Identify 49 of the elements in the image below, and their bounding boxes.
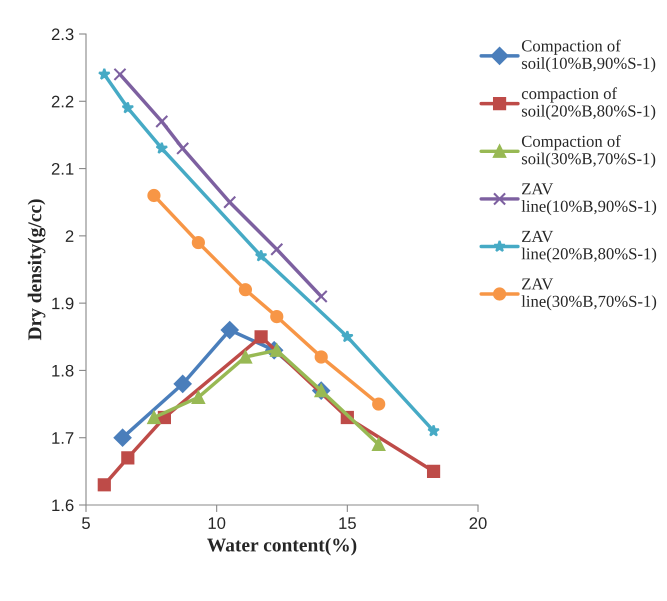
y-tick-label: 2 xyxy=(66,230,74,242)
point xyxy=(238,283,252,296)
point xyxy=(121,101,134,114)
y-tick-label: 1.9 xyxy=(52,298,74,310)
y-tick-label: 2.1 xyxy=(52,162,74,175)
point xyxy=(426,464,440,478)
legend-label: ZAV line(30%B,70%S-1) xyxy=(522,278,656,310)
x-tick-label: 10 xyxy=(208,517,226,530)
y-tick-label: 1.6 xyxy=(52,499,74,512)
y-tick-label: 1.7 xyxy=(52,432,74,444)
point xyxy=(155,142,168,154)
legend-label: ZAV line(10%B,90%S-1) xyxy=(522,183,656,216)
point xyxy=(98,68,111,80)
point xyxy=(270,310,284,324)
point xyxy=(372,397,386,411)
point xyxy=(147,188,161,202)
y-tick-label: 2.3 xyxy=(52,28,74,40)
legend-label: Compaction of soil(10%B,90%S-1) xyxy=(522,40,656,72)
legend-label: compaction of soil(20%B,80%S-1) xyxy=(522,87,656,120)
point xyxy=(314,290,328,304)
point xyxy=(155,114,168,128)
x-axis-title: Water content(%) xyxy=(207,538,356,556)
x-tick-label: 15 xyxy=(339,517,356,530)
point xyxy=(176,142,190,155)
point xyxy=(254,249,268,262)
point xyxy=(98,478,111,492)
point xyxy=(341,330,354,342)
point xyxy=(220,321,239,339)
legend-label: ZAV line(20%B,80%S-1) xyxy=(522,230,656,263)
y-axis-title: Dry density(g/cc) xyxy=(28,199,46,340)
point xyxy=(254,330,268,344)
point xyxy=(314,350,328,364)
point xyxy=(147,410,161,424)
y-tick-label: 2.2 xyxy=(52,96,74,108)
x-tick-label: 20 xyxy=(470,517,487,530)
legend-label: Compaction of soil(30%B,70%S-1) xyxy=(522,135,656,168)
y-tick-label: 1.8 xyxy=(52,364,74,377)
point xyxy=(270,242,284,256)
point xyxy=(192,390,205,404)
x-tick-label: 5 xyxy=(82,517,90,530)
point xyxy=(192,236,205,250)
point xyxy=(238,350,252,364)
point xyxy=(223,196,236,209)
point xyxy=(174,374,192,393)
point xyxy=(427,424,440,437)
point xyxy=(113,68,127,81)
point xyxy=(121,451,134,464)
point xyxy=(372,438,386,452)
point xyxy=(114,428,132,447)
